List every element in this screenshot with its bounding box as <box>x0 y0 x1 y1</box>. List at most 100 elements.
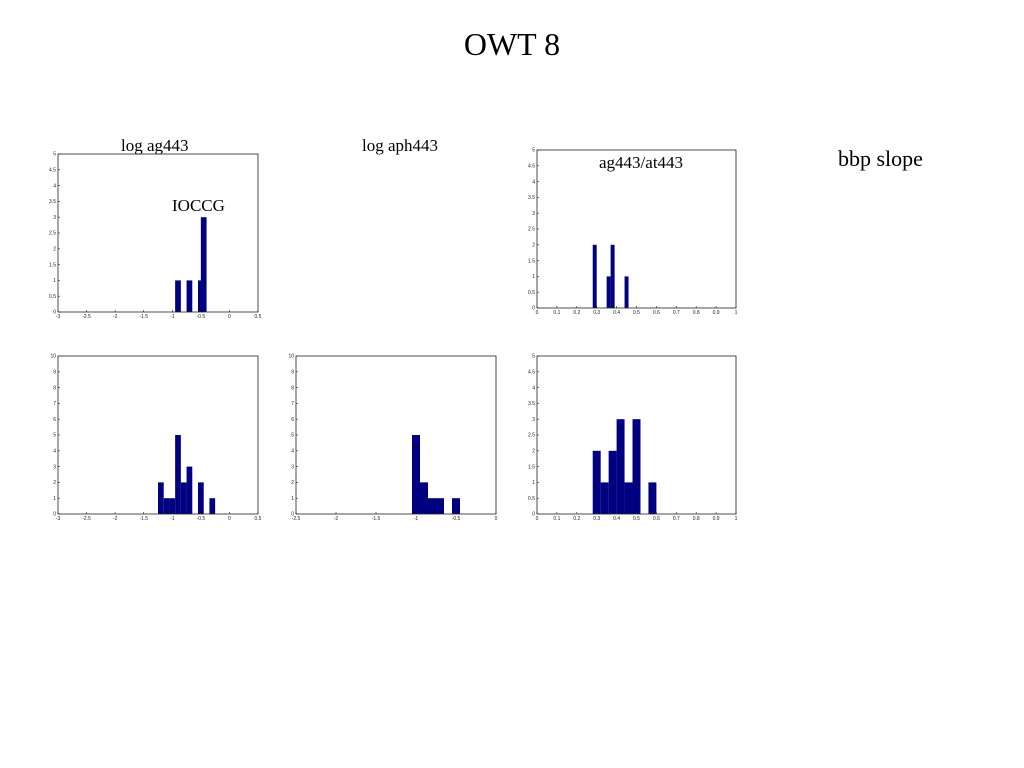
x-tick-label: 0.9 <box>713 516 720 522</box>
plot-frame <box>536 149 737 309</box>
x-tick-label: 0.2 <box>573 516 580 522</box>
x-tick-label: 0.7 <box>673 310 680 316</box>
x-tick-label: 0.5 <box>255 516 262 522</box>
y-tick-label: 0 <box>53 512 56 518</box>
y-tick-label: 3 <box>53 215 56 221</box>
histogram-bar <box>624 276 629 308</box>
y-tick-label: 0 <box>291 512 294 518</box>
histogram-bar <box>452 498 460 514</box>
y-tick-label: 4 <box>532 385 535 391</box>
log-ag443-label: log ag443 <box>121 136 189 155</box>
x-tick-label: 0 <box>228 314 231 320</box>
y-tick-label: 3.5 <box>528 195 535 201</box>
histogram-bar <box>209 498 216 514</box>
y-tick-label: 5 <box>532 148 535 154</box>
y-tick-label: 4 <box>532 179 535 185</box>
y-tick-label: 1 <box>53 496 56 502</box>
y-tick-label: 3.5 <box>528 401 535 407</box>
histogram-bar <box>186 466 193 514</box>
histogram-bar <box>592 244 597 308</box>
ag443-at443-label: ag443/at443 <box>599 153 684 172</box>
y-tick-label: 3 <box>53 464 56 470</box>
histogram-bar <box>648 482 657 514</box>
x-tick-label: -1.5 <box>372 516 381 522</box>
x-tick-label: 0.9 <box>713 310 720 316</box>
y-tick-label: 10 <box>50 354 56 360</box>
y-tick-label: 4 <box>53 449 56 455</box>
x-tick-label: 0 <box>495 516 498 522</box>
y-tick-label: 4.5 <box>49 168 56 174</box>
y-tick-label: 4.5 <box>528 370 535 376</box>
histogram-bar <box>428 498 436 514</box>
slide-title: OWT 8 <box>463 26 561 62</box>
x-tick-label: -2.5 <box>82 516 91 522</box>
histogram-bar <box>610 244 615 308</box>
histogram-bottom-ag443-at443: 0 0.1 0.2 0.3 0.4 0.5 0.6 0.7 0.8 0.9 1 0 0.5 1 1.5 2 2.… <box>528 354 738 522</box>
y-tick-label: 3 <box>532 211 535 217</box>
x-tick-label: 0.4 <box>613 516 620 522</box>
histogram-bottom-log-aph443: -2.5 -2 -1.5 -1 -0.5 0 0 1 2 3 4 5 6 7 8 9 10 <box>288 354 497 522</box>
y-tick-label: 4 <box>53 183 56 189</box>
y-tick-label: 2 <box>532 449 535 455</box>
y-tick-label: 4.5 <box>528 164 535 170</box>
y-tick-label: 7 <box>291 401 294 407</box>
x-tick-label: 0.1 <box>553 516 560 522</box>
y-tick-label: 1 <box>532 274 535 280</box>
histogram-bar <box>169 498 176 514</box>
y-tick-label: 5 <box>291 433 294 439</box>
x-tick-label: -1 <box>170 314 175 320</box>
y-tick-label: 0 <box>532 306 535 312</box>
x-tick-label: -3 <box>56 516 61 522</box>
histogram-bar <box>175 435 181 514</box>
histogram-bar <box>175 280 181 312</box>
y-tick-label: 1 <box>532 480 535 486</box>
y-tick-label: 1.5 <box>49 262 56 268</box>
x-tick-label: -0.5 <box>197 516 206 522</box>
x-tick-label: 0.3 <box>593 516 600 522</box>
y-tick-label: 4 <box>291 449 294 455</box>
y-tick-label: 3 <box>291 464 294 470</box>
y-tick-label: 3 <box>532 417 535 423</box>
x-tick-label: -3 <box>56 314 61 320</box>
x-tick-label: 0.7 <box>673 516 680 522</box>
histogram-bar <box>632 419 641 514</box>
bbp-slope-label: bbp slope <box>838 146 923 171</box>
y-tick-label: 2 <box>291 480 294 486</box>
x-tick-label: -1.5 <box>139 314 148 320</box>
x-tick-label: 0.8 <box>693 310 700 316</box>
y-tick-label: 2.5 <box>49 231 56 237</box>
histogram-bar <box>592 450 601 514</box>
x-tick-label: 0.5 <box>255 314 262 320</box>
x-tick-label: 0.1 <box>553 310 560 316</box>
x-tick-label: 0.4 <box>613 310 620 316</box>
y-tick-label: 1 <box>53 278 56 284</box>
x-tick-label: 0.6 <box>653 310 660 316</box>
y-tick-label: 5 <box>53 433 56 439</box>
x-tick-label: -1 <box>414 516 419 522</box>
histogram-bar <box>180 482 187 514</box>
histogram-bar <box>600 482 609 514</box>
x-tick-label: 0.8 <box>693 516 700 522</box>
histogram-bar <box>163 498 170 514</box>
x-tick-label: -2 <box>113 314 118 320</box>
x-tick-label: -2.5 <box>292 516 301 522</box>
y-tick-label: 6 <box>53 417 56 423</box>
plot-frame <box>295 355 497 515</box>
x-tick-label: 0 <box>536 310 539 316</box>
histogram-bar <box>608 450 617 514</box>
y-tick-label: 8 <box>291 385 294 391</box>
y-tick-label: 5 <box>53 152 56 158</box>
y-tick-label: 9 <box>291 370 294 376</box>
y-tick-label: 1 <box>291 496 294 502</box>
histogram-bar <box>436 498 444 514</box>
histogram-bar <box>412 435 420 514</box>
x-tick-label: -1.5 <box>139 516 148 522</box>
y-tick-label: 0 <box>53 310 56 316</box>
x-tick-label: 0 <box>536 516 539 522</box>
y-tick-label: 0.5 <box>49 294 56 300</box>
histogram-bar <box>158 482 164 514</box>
y-tick-label: 7 <box>53 401 56 407</box>
histogram-bar <box>198 482 204 514</box>
x-tick-label: 0.5 <box>633 310 640 316</box>
x-tick-label: -2.5 <box>82 314 91 320</box>
